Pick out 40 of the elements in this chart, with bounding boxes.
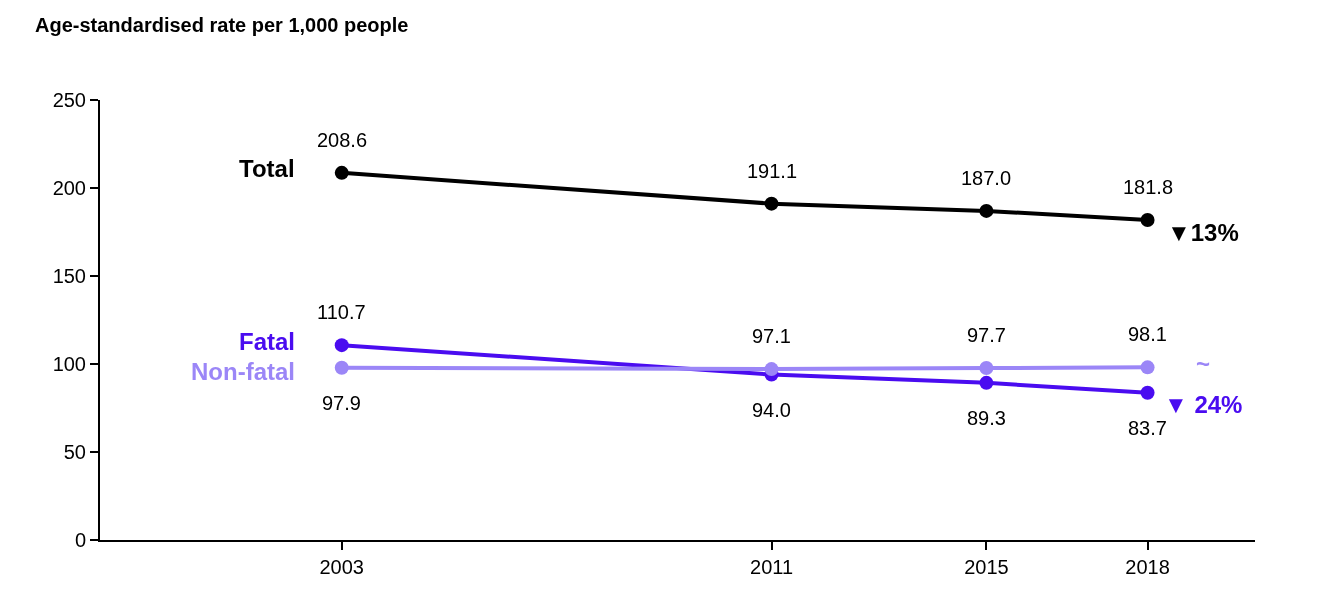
point [1140,360,1155,375]
series-label: Non-fatal [191,358,295,385]
y-tick-label: 200 [52,177,86,199]
point [764,362,779,377]
point [764,196,779,211]
x-tick-label: 2015 [964,556,1009,578]
y-tick-label: 150 [52,265,86,287]
data-label: 181.8 [1123,176,1174,198]
annotation: ▼13% [1167,219,1239,246]
data-label: 98.1 [1128,323,1167,345]
data-label: 97.1 [752,325,791,347]
data-label: 187.0 [961,167,1012,189]
data-label: 83.7 [1128,417,1167,439]
point [334,360,349,375]
point [979,361,994,376]
data-label: 94.0 [752,399,791,421]
point [334,165,349,180]
y-tick-label: 100 [52,353,86,375]
x-tick-label: 2011 [750,556,794,578]
y-tick-label: 0 [74,529,86,551]
y-tick-label: 250 [52,89,86,111]
series-label: Fatal [239,328,296,355]
data-label: 89.3 [967,407,1006,429]
point [1140,213,1155,228]
y-tick-label: 50 [63,441,86,463]
data-label: 191.1 [747,160,798,182]
series-label: Total [239,155,295,182]
point [979,203,994,218]
x-tick-label: 2003 [319,556,364,578]
annotation: ~ [1196,350,1211,377]
data-label: 97.9 [322,392,361,414]
point [334,338,349,353]
point [1140,385,1155,400]
x-tick-label: 2018 [1125,556,1170,578]
annotation: ▼ 24% [1164,391,1243,418]
data-label: 110.7 [317,301,366,323]
data-label: 208.6 [317,129,368,151]
data-label: 97.7 [967,324,1006,346]
y-axis-title: Age-standardised rate per 1,000 people [35,14,409,36]
point [979,375,994,390]
